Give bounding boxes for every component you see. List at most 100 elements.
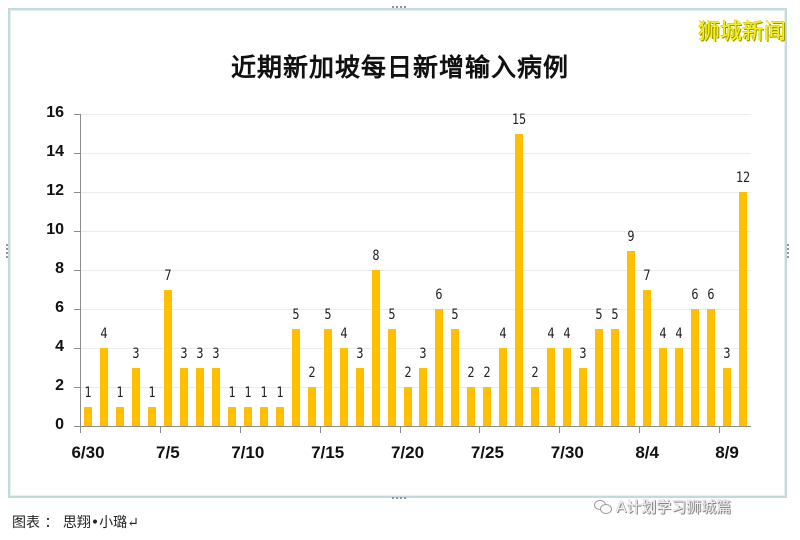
y-tick bbox=[74, 114, 80, 115]
bar-7/8 bbox=[211, 367, 220, 426]
y-tick bbox=[74, 348, 80, 349]
bar-value-label: 12 bbox=[735, 170, 751, 186]
bar-7/27 bbox=[515, 133, 524, 426]
bar-7/6 bbox=[179, 367, 188, 426]
bar-value-label: 5 bbox=[324, 306, 332, 323]
watermark-text: A计划学习狮城篇 bbox=[616, 498, 732, 516]
bar-7/29 bbox=[547, 348, 556, 426]
bar-7/1 bbox=[99, 348, 108, 426]
bar-7/7 bbox=[195, 367, 204, 426]
bar-value-label: 5 bbox=[451, 306, 460, 323]
bar-7/5 bbox=[163, 289, 172, 426]
bar-8/5 bbox=[659, 348, 668, 426]
bar-value-label: 3 bbox=[579, 345, 587, 362]
bar-7/21 bbox=[419, 367, 428, 426]
bar-value-label: 7 bbox=[643, 267, 651, 284]
y-tick-label: 14 bbox=[46, 143, 64, 160]
gridline bbox=[81, 309, 751, 310]
bar-7/13 bbox=[291, 328, 300, 426]
x-tick bbox=[160, 427, 161, 433]
bar-value-label: 1 bbox=[260, 384, 268, 401]
plot-area: 0 2 4 6 8 10 12 14 16 1 4 1 3 1 7 3 3 3 1 1 1 1 5 2 5 4 3 8 5 2 3 6 5 2 2 4… bbox=[46, 104, 751, 462]
bar-value-label: 2 bbox=[531, 365, 539, 381]
x-tick bbox=[639, 427, 640, 433]
bar-7/23 bbox=[451, 328, 460, 426]
y-tick-label: 10 bbox=[46, 221, 64, 238]
bar-value-label: 4 bbox=[100, 326, 108, 342]
bar-value-label: 5 bbox=[595, 306, 603, 323]
x-tick-label: 7/15 bbox=[311, 443, 345, 462]
bar-value-label: 3 bbox=[212, 345, 220, 362]
gridline bbox=[81, 270, 751, 271]
y-tick-label: 6 bbox=[55, 299, 64, 316]
bar-value-label: 1 bbox=[116, 384, 124, 401]
bar-7/17 bbox=[355, 367, 364, 426]
bar-value-label: 8 bbox=[371, 248, 380, 264]
bar-value-label: 4 bbox=[340, 326, 348, 342]
gridline bbox=[81, 192, 751, 193]
resize-handle-left[interactable] bbox=[6, 244, 8, 258]
bar-7/4 bbox=[147, 406, 156, 426]
bar-value-label: 1 bbox=[84, 384, 92, 401]
x-tick-label: 7/5 bbox=[156, 443, 180, 462]
bar-7/22 bbox=[435, 309, 444, 426]
bar-value-label: 2 bbox=[467, 365, 475, 381]
y-tick bbox=[74, 192, 80, 193]
y-tick bbox=[74, 153, 80, 154]
resize-handle-bottom[interactable] bbox=[392, 497, 406, 499]
bar-value-label: 1 bbox=[228, 384, 236, 401]
resize-handle-right[interactable] bbox=[787, 244, 789, 258]
bar-8/4 bbox=[643, 289, 652, 426]
y-tick bbox=[74, 387, 80, 388]
bar-8/1 bbox=[595, 328, 604, 426]
watermark: A计划学习狮城篇 bbox=[594, 496, 731, 517]
bar-7/24 bbox=[467, 387, 476, 426]
chart-credit: 图表 ： 思翔•小璐↵ bbox=[12, 515, 139, 531]
resize-handle-top[interactable] bbox=[392, 6, 406, 8]
bar-value-label: 1 bbox=[276, 384, 284, 401]
bar-8/6 bbox=[675, 348, 684, 426]
bar-8/3 bbox=[627, 250, 636, 426]
bar-7/28 bbox=[531, 387, 540, 426]
y-tick-label: 8 bbox=[55, 260, 64, 277]
x-tick-label: 7/10 bbox=[231, 443, 265, 462]
bar-7/14 bbox=[307, 387, 316, 426]
bar-value-label: 6 bbox=[707, 287, 715, 303]
bar-8/7 bbox=[691, 309, 700, 426]
bar-value-label: 3 bbox=[180, 345, 188, 362]
gridline bbox=[81, 153, 751, 154]
gridline bbox=[81, 231, 751, 232]
bar-8/9 bbox=[723, 367, 732, 426]
y-tick-label: 16 bbox=[46, 104, 64, 121]
bar-8/10 bbox=[739, 192, 747, 426]
bar-value-label: 2 bbox=[483, 365, 491, 381]
bar-7/16 bbox=[339, 348, 348, 426]
bar-7/25 bbox=[483, 387, 492, 426]
bar-7/11 bbox=[259, 406, 268, 426]
bar-8/2 bbox=[611, 328, 620, 426]
bar-value-label: 2 bbox=[308, 365, 316, 381]
x-tick bbox=[80, 427, 81, 433]
bar-7/30 bbox=[563, 348, 572, 426]
bar-7/19 bbox=[387, 328, 396, 426]
x-tick bbox=[320, 427, 321, 433]
bar-7/31 bbox=[579, 367, 588, 426]
gridline bbox=[81, 114, 751, 115]
x-tick-label: 7/25 bbox=[470, 443, 504, 462]
bar-7/2 bbox=[115, 406, 124, 426]
bar-value-label: 5 bbox=[611, 306, 619, 323]
bar-value-label: 4 bbox=[499, 326, 507, 342]
chart-title: 近期新加坡每日新增输入病例 bbox=[230, 53, 569, 82]
bar-value-label: 5 bbox=[292, 306, 300, 323]
bar-value-label: 3 bbox=[723, 345, 731, 362]
bar-value-label: 3 bbox=[196, 345, 204, 362]
y-tick-label: 4 bbox=[55, 338, 64, 355]
y-axis bbox=[80, 114, 81, 427]
y-tick-label: 0 bbox=[55, 416, 64, 433]
bar-6/30 bbox=[83, 406, 92, 426]
bar-value-label: 9 bbox=[627, 228, 635, 245]
bar-7/10 bbox=[243, 406, 252, 426]
bar-7/18 bbox=[371, 270, 380, 426]
x-tick bbox=[719, 427, 720, 433]
bar-8/8 bbox=[707, 309, 716, 426]
